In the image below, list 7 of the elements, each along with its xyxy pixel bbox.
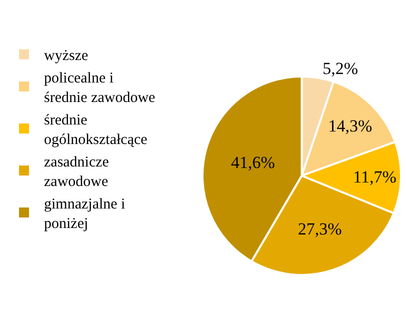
data-label: 27,3% xyxy=(298,220,342,239)
data-label: 14,3% xyxy=(328,116,372,136)
data-label: 41,6% xyxy=(231,152,275,172)
legend-label: wyższe xyxy=(44,48,88,64)
data-label: 5,2% xyxy=(322,59,358,78)
data-label: 11,7% xyxy=(353,168,396,187)
legend-label: gimnazjalne i poniżej xyxy=(44,196,126,232)
